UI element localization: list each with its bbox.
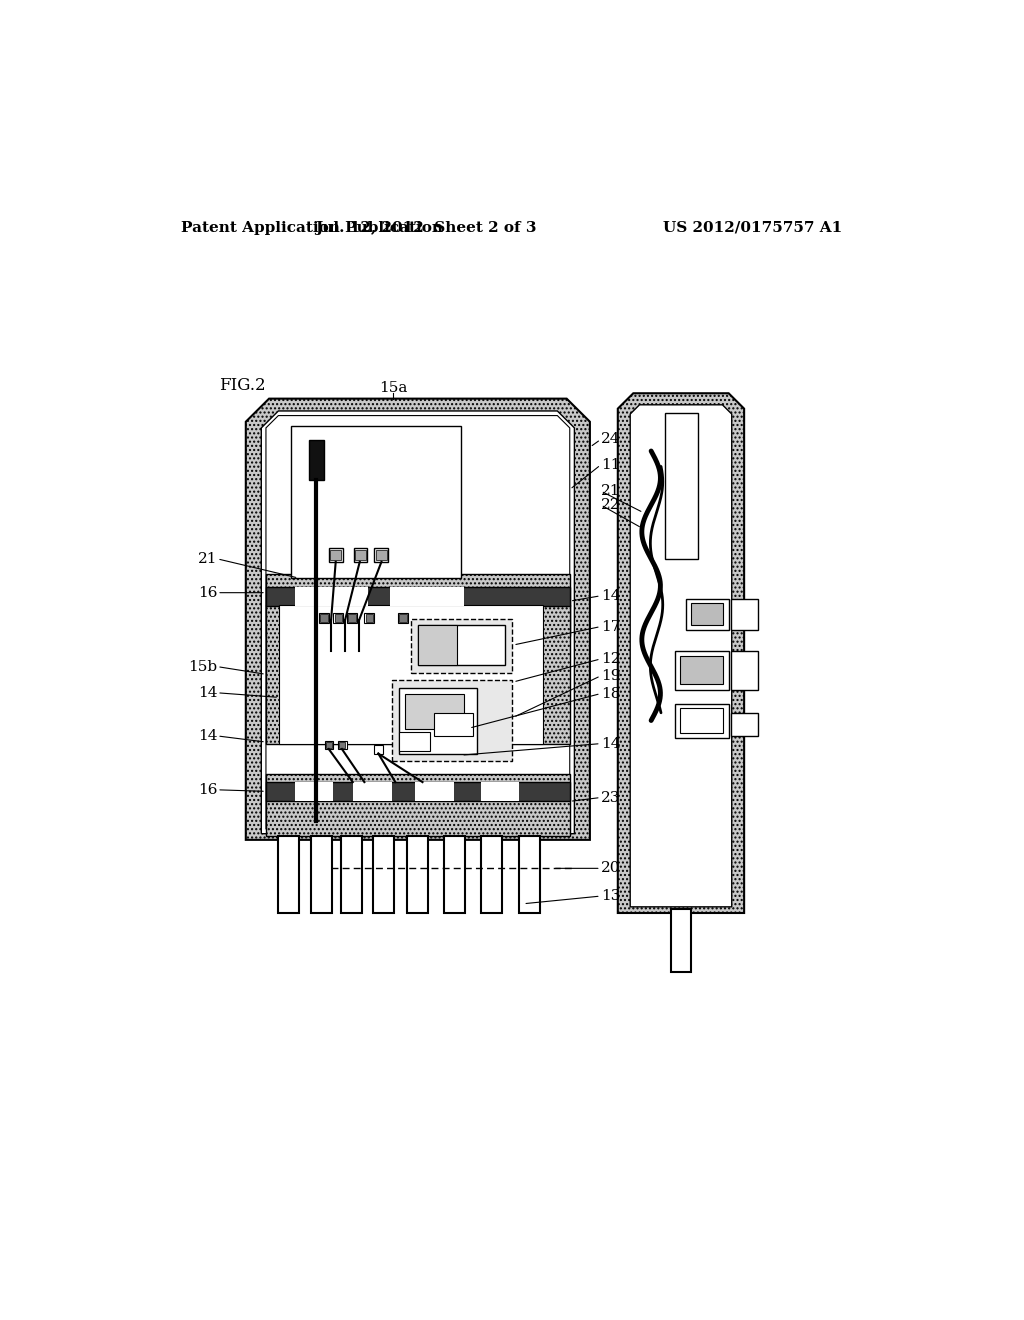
Bar [365,612,375,623]
Bar [295,586,369,606]
Bar [375,744,383,754]
Text: 13: 13 [601,890,621,903]
Text: 21: 21 [198,552,217,566]
Bar [329,548,343,562]
Bar [348,614,356,622]
Text: 14: 14 [198,686,217,700]
Bar [366,614,374,622]
Text: 12: 12 [601,652,621,665]
Polygon shape [246,399,590,840]
Bar [407,836,428,913]
Bar [686,599,729,630]
Bar [376,549,387,561]
Bar [444,836,465,913]
Text: US 2012/0175757 A1: US 2012/0175757 A1 [663,220,842,235]
Text: 24: 24 [601,433,621,446]
Bar [375,548,388,562]
Bar [266,781,569,801]
Text: 11: 11 [601,458,621,471]
Bar [334,612,343,623]
Bar [731,713,758,737]
Text: 22: 22 [601,498,621,512]
Text: 19: 19 [601,669,621,682]
Text: 16: 16 [198,783,217,797]
Bar [690,603,723,626]
Text: 15b: 15b [188,660,217,673]
Bar [279,836,299,913]
Bar [326,742,332,748]
Bar [266,574,569,636]
Bar [266,586,569,606]
Bar [418,626,505,665]
Text: 17: 17 [601,619,621,634]
Text: 14: 14 [601,737,621,751]
Bar [434,713,473,737]
Bar [325,741,334,748]
Bar [731,651,758,689]
Text: 23: 23 [601,791,621,804]
Bar [353,548,368,562]
Bar [399,733,430,751]
Bar [319,614,328,622]
Bar [680,656,723,684]
Bar [266,605,569,743]
Text: 21: 21 [601,484,621,498]
Bar [480,781,519,801]
Bar [418,626,457,665]
Bar [399,614,407,622]
Polygon shape [617,393,744,913]
Text: 16: 16 [198,586,217,599]
Bar [390,586,464,606]
Bar [411,619,512,673]
Text: 14: 14 [601,589,621,603]
Text: Jul. 12, 2012  Sheet 2 of 3: Jul. 12, 2012 Sheet 2 of 3 [315,220,538,235]
Bar [397,612,408,623]
Bar [665,413,697,558]
Bar [680,708,723,733]
Text: 14: 14 [198,729,217,743]
Bar [675,704,729,738]
Bar [352,781,391,801]
Bar [308,441,324,480]
Bar [355,549,366,561]
Text: Patent Application Publication: Patent Application Publication [180,220,442,235]
Bar [518,836,540,913]
Bar [675,651,729,689]
Bar [731,599,758,630]
Bar [280,605,543,743]
Bar [331,549,341,561]
Bar [266,775,569,836]
Bar [311,836,332,913]
Bar [339,742,345,748]
Text: 15a: 15a [379,381,408,395]
Text: 18: 18 [601,686,621,701]
Bar [347,612,357,623]
Bar [480,836,502,913]
Bar [335,614,342,622]
Bar [338,741,346,748]
Text: FIG.2: FIG.2 [219,378,266,395]
Bar [341,836,362,913]
Bar [373,836,394,913]
Bar [391,681,512,762]
Bar [406,694,464,729]
Bar [399,688,477,754]
Text: 20: 20 [601,862,621,875]
Bar [291,426,461,578]
Polygon shape [630,405,732,907]
Bar [671,909,691,973]
Bar [295,781,334,801]
Bar [415,781,454,801]
Polygon shape [261,411,574,834]
Bar [318,612,329,623]
